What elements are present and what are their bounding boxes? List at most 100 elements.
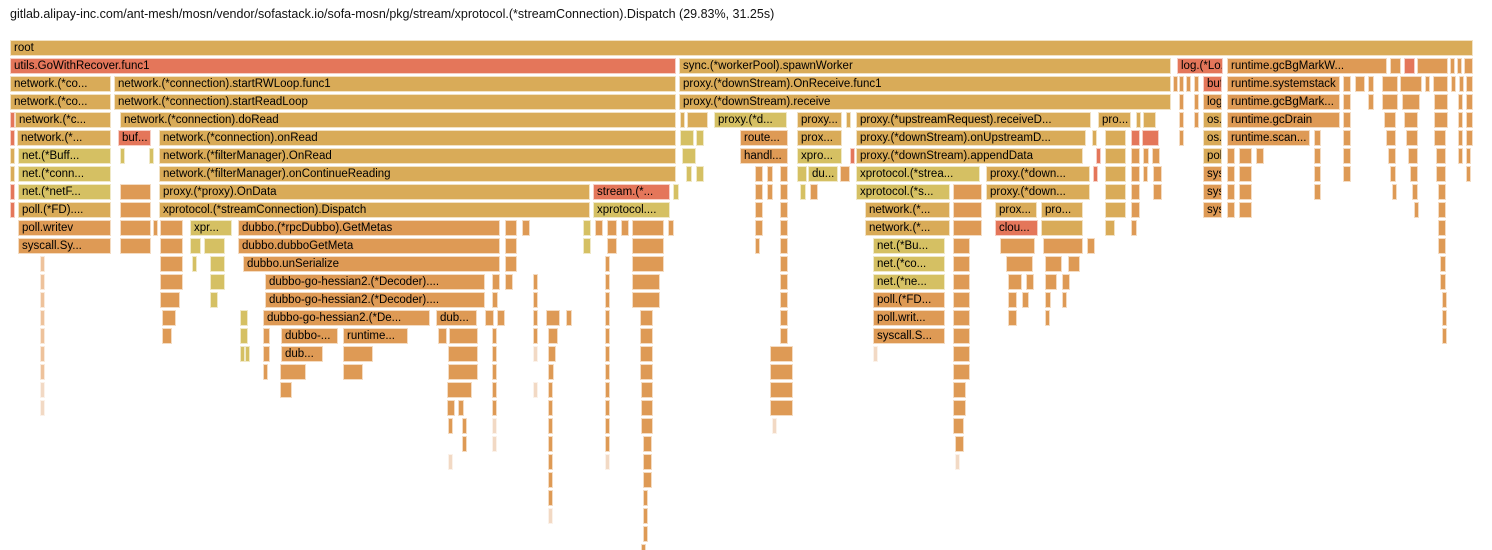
flame-box-fragment[interactable]	[1436, 166, 1446, 182]
flame-box-fragment[interactable]	[780, 256, 788, 272]
flame-box-fragment[interactable]	[192, 256, 197, 272]
flame-box-fragment[interactable]	[1143, 148, 1149, 164]
flame-box-fragment[interactable]	[953, 310, 970, 326]
flame-box-fragment[interactable]	[1008, 274, 1022, 290]
flame-box-fragment[interactable]	[1227, 202, 1235, 218]
flame-box-fragment[interactable]	[160, 256, 183, 272]
flame-box-fragment[interactable]	[533, 292, 538, 308]
flame-box-fragment[interactable]	[1384, 112, 1396, 128]
flame-box-fragment[interactable]	[643, 436, 652, 452]
flame-box-fragment[interactable]	[120, 148, 125, 164]
flame-box-fragment[interactable]	[1092, 130, 1097, 146]
flame-box-fragment[interactable]	[583, 238, 591, 254]
flame-box-runtime-gcdrain[interactable]: runtime.gcDrain	[1227, 112, 1340, 128]
flame-box-fragment[interactable]	[1068, 256, 1080, 272]
flame-box-fragment[interactable]	[1433, 76, 1448, 92]
flame-box-fragment[interactable]	[605, 256, 610, 272]
flame-box-fragment[interactable]	[1434, 112, 1448, 128]
flame-box-fragment[interactable]	[850, 148, 855, 164]
flame-box-fragment[interactable]	[1343, 148, 1351, 164]
flame-box-network-filtermanager-oncontinuereading[interactable]: network.(*filterManager).onContinueReadi…	[159, 166, 676, 182]
flame-box-fragment[interactable]	[755, 166, 763, 182]
flame-box-dubbo-rpcdubbo-getmetas[interactable]: dubbo.(*rpcDubbo).GetMetas	[238, 220, 500, 236]
flame-box-fragment[interactable]	[1425, 76, 1430, 92]
flame-box-net-co[interactable]: net.(*co...	[873, 256, 945, 272]
flame-box-net-buff[interactable]: net.(*Buff...	[18, 148, 111, 164]
flame-box-fragment[interactable]	[40, 328, 45, 344]
flame-box-poll-writev[interactable]: poll.writev	[18, 220, 111, 236]
flame-box-fragment[interactable]	[640, 346, 653, 362]
flame-box-fragment[interactable]	[548, 436, 553, 452]
flame-box-fragment[interactable]	[492, 274, 500, 290]
flame-box-fragment[interactable]	[1179, 76, 1184, 92]
flame-box-fragment[interactable]	[641, 400, 653, 416]
flame-box-fragment[interactable]	[767, 166, 773, 182]
flame-box-fragment[interactable]	[522, 220, 530, 236]
flame-box-fragment[interactable]	[1227, 148, 1235, 164]
flame-box-fragment[interactable]	[682, 148, 696, 164]
flame-box-fragment[interactable]	[953, 382, 966, 398]
flame-box-fragment[interactable]	[160, 238, 183, 254]
flame-box-fragment[interactable]	[1045, 292, 1051, 308]
flame-box-proxy-downstream-onreceive-func1[interactable]: proxy.(*downStream).OnReceive.func1	[679, 76, 1171, 92]
flame-box-proxy-d[interactable]: proxy.(*d...	[714, 112, 787, 128]
flame-box-fragment[interactable]	[1438, 184, 1446, 200]
flame-box-fragment[interactable]	[162, 310, 176, 326]
flame-box-fragment[interactable]	[10, 184, 15, 200]
flame-box-fragment[interactable]	[448, 418, 453, 434]
flame-box-fragment[interactable]	[566, 310, 572, 326]
flame-box-network[interactable]: network.(*...	[17, 130, 111, 146]
flame-box-fragment[interactable]	[1062, 274, 1070, 290]
flame-box-network[interactable]: network.(*...	[865, 220, 950, 236]
flame-box-network-co[interactable]: network.(*co...	[10, 94, 111, 110]
flame-box-fragment[interactable]	[1239, 202, 1252, 218]
flame-box-fragment[interactable]	[1105, 202, 1126, 218]
flame-box-fragment[interactable]	[1417, 58, 1448, 74]
flame-box-fragment[interactable]	[1179, 112, 1184, 128]
flame-box-fragment[interactable]	[1458, 112, 1463, 128]
flame-box-fragment[interactable]	[767, 184, 773, 200]
flame-box-fragment[interactable]	[1239, 148, 1252, 164]
flame-box-fragment[interactable]	[263, 346, 270, 362]
flame-box-fragment[interactable]	[40, 274, 45, 290]
flame-box-fragment[interactable]	[1136, 112, 1141, 128]
flame-box-fragment[interactable]	[1131, 130, 1140, 146]
flame-box-net-ne[interactable]: net.(*ne...	[873, 274, 945, 290]
flame-box-fragment[interactable]	[1457, 58, 1462, 74]
flame-box-fragment[interactable]	[1343, 94, 1351, 110]
flame-box-fragment[interactable]	[40, 256, 45, 272]
flame-box-fragment[interactable]	[632, 238, 664, 254]
flame-box-stream[interactable]: stream.(*...	[593, 184, 670, 200]
flame-box-fragment[interactable]	[1179, 94, 1184, 110]
flame-box-fragment[interactable]	[1368, 94, 1374, 110]
flame-box-fragment[interactable]	[755, 202, 763, 218]
flame-box-fragment[interactable]	[492, 346, 497, 362]
flame-box-fragment[interactable]	[1131, 202, 1140, 218]
flame-box-fragment[interactable]	[1045, 310, 1050, 326]
flame-box-fragment[interactable]	[492, 382, 497, 398]
flame-box-fragment[interactable]	[643, 490, 648, 506]
flame-box-network[interactable]: network.(*...	[865, 202, 950, 218]
flame-box-fragment[interactable]	[621, 220, 629, 236]
flame-box-fragment[interactable]	[548, 400, 553, 416]
flame-box-fragment[interactable]	[605, 436, 610, 452]
flame-box-fragment[interactable]	[770, 382, 793, 398]
flame-box-runtime-gcbgmarkw[interactable]: runtime.gcBgMarkW...	[1227, 58, 1387, 74]
flame-box-fragment[interactable]	[160, 220, 183, 236]
flame-box-fragment[interactable]	[780, 274, 788, 290]
flame-box-fragment[interactable]	[1105, 166, 1126, 182]
flame-box-clou[interactable]: clou...	[995, 220, 1038, 236]
flame-box-fragment[interactable]	[1402, 94, 1420, 110]
flame-box-fragment[interactable]	[458, 400, 464, 416]
flame-box-dubbo-go-hessian2-decoder[interactable]: dubbo-go-hessian2.(*Decoder)....	[265, 292, 485, 308]
flame-box-fragment[interactable]	[1194, 76, 1199, 92]
flame-box-proxy-down[interactable]: proxy.(*down...	[986, 184, 1090, 200]
flame-box-fragment[interactable]	[640, 310, 653, 326]
flame-box-fragment[interactable]	[696, 130, 704, 146]
flame-box-fragment[interactable]	[800, 184, 806, 200]
flame-box-fragment[interactable]	[533, 346, 538, 362]
flame-box-log[interactable]: log...	[1203, 94, 1222, 110]
flame-box-fragment[interactable]	[10, 130, 15, 146]
flame-box-fragment[interactable]	[770, 364, 793, 380]
flame-box-fragment[interactable]	[632, 220, 664, 236]
